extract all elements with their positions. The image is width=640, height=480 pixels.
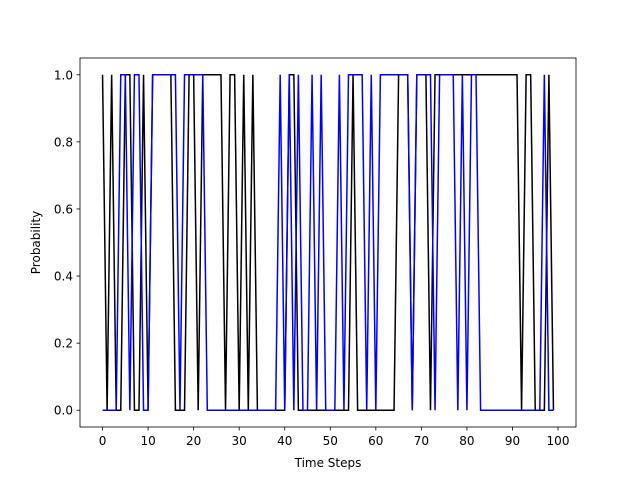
y-tick-label: 0.8: [54, 135, 73, 149]
y-tick-label: 1.0: [54, 68, 73, 82]
x-tick-label: 50: [323, 434, 338, 448]
x-axis-label: Time Steps: [294, 456, 362, 470]
x-tick-label: 60: [368, 434, 383, 448]
x-tick-label: 30: [232, 434, 247, 448]
y-axis-ticks: 0.0 0.2 0.4 0.6 0.8 1.0: [54, 68, 80, 418]
y-tick-label: 0.0: [54, 404, 73, 418]
plot-frame: [79, 57, 577, 428]
y-axis-label: Probability: [29, 211, 43, 274]
x-tick-label: 70: [414, 434, 429, 448]
x-tick-label: 90: [505, 434, 520, 448]
x-tick-label: 40: [277, 434, 292, 448]
y-tick-label: 0.4: [54, 270, 73, 284]
x-tick-label: 10: [140, 434, 155, 448]
x-tick-label: 100: [547, 434, 570, 448]
y-tick-label: 0.6: [54, 202, 73, 216]
plot-area: [80, 58, 576, 427]
x-tick-label: 0: [99, 434, 107, 448]
x-tick-label: 80: [459, 434, 474, 448]
series-line-2: [102, 74, 554, 411]
x-tick-label: 20: [186, 434, 201, 448]
series-layer: [101, 74, 555, 411]
x-axis-ticks: 0 10 20 30 40 50 60 70 80 90 100: [99, 427, 570, 448]
y-tick-label: 0.2: [54, 337, 73, 351]
